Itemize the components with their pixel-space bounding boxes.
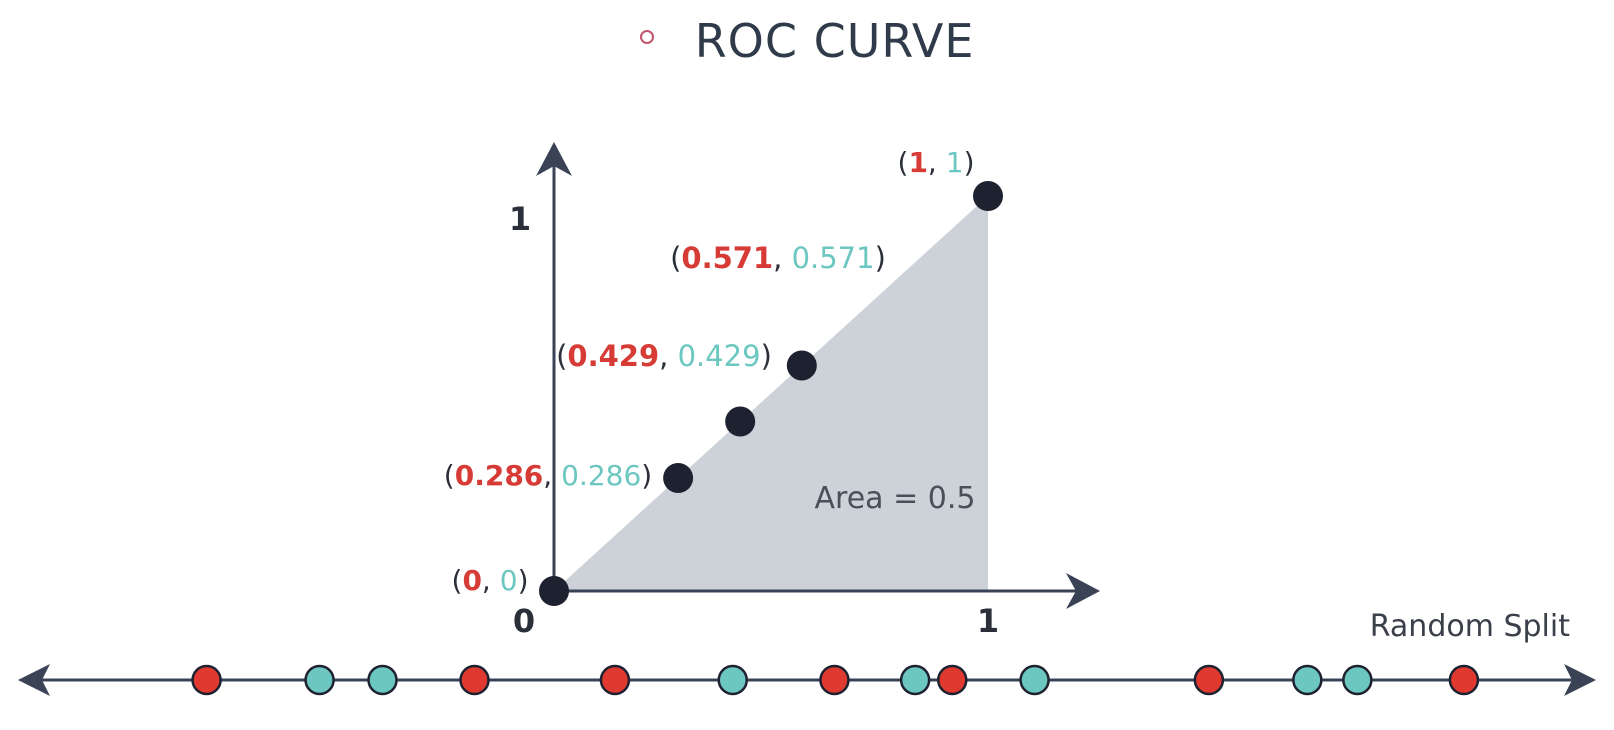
y-tick-label: 1: [509, 200, 531, 238]
fpr-value: 0.286: [455, 459, 544, 492]
left-arrowhead: [18, 664, 50, 696]
roc-point: [786, 350, 817, 381]
red-point: [459, 664, 490, 696]
paren: (: [670, 241, 681, 275]
point-label: (0, 0): [452, 564, 529, 597]
teal-point: [717, 664, 749, 696]
teal-point: [899, 664, 931, 696]
roc-point: [973, 181, 1003, 211]
paren: (: [444, 459, 455, 492]
tpr-value: 0.286: [561, 459, 641, 492]
red-point: [1193, 664, 1225, 696]
axes: 0 11: [509, 142, 1100, 640]
bullet-icon: [639, 30, 654, 44]
points-layer: [539, 181, 1003, 606]
teal-point: [367, 664, 398, 696]
right-arrowhead: [1564, 664, 1596, 696]
x-tick-label: 1: [977, 602, 999, 640]
fpr-value: 0.429: [567, 339, 659, 373]
fpr-value: 0: [462, 564, 481, 597]
separator: ,: [928, 146, 946, 179]
paren: (: [556, 339, 567, 373]
separator: ,: [773, 241, 791, 275]
fpr-value: 0.571: [681, 241, 773, 275]
point-label: (0.429, 0.429): [556, 339, 772, 373]
paren: (: [898, 146, 909, 179]
random-split-line: Random Split: [18, 609, 1596, 696]
area-under-curve: [554, 196, 988, 591]
paren: (: [452, 564, 463, 597]
point-label: (1, 1): [898, 146, 975, 179]
teal-point: [1292, 664, 1323, 696]
paren: ): [641, 459, 652, 492]
roc-point: [539, 576, 569, 606]
fpr-value: 1: [908, 146, 927, 179]
chart-title: ROC CURVE: [694, 14, 975, 68]
separator: ,: [482, 564, 500, 597]
teal-point: [1019, 664, 1050, 696]
separator: ,: [659, 339, 677, 373]
paren: ): [875, 241, 886, 275]
teal-point: [1342, 664, 1373, 696]
red-point: [191, 664, 222, 696]
paren: ): [518, 564, 529, 597]
red-point: [599, 664, 631, 696]
paren: ): [761, 339, 772, 373]
separator: ,: [543, 459, 561, 492]
paren: ): [964, 146, 975, 179]
red-point: [819, 664, 850, 696]
x-axis-arrowhead: [1066, 573, 1100, 609]
roc-point: [663, 463, 694, 494]
x-tick-label: 0: [513, 602, 535, 640]
random-split-label: Random Split: [1370, 609, 1570, 644]
y-axis-arrowhead: [536, 142, 572, 176]
title-area: ROC CURVE: [0, 14, 1614, 68]
teal-point: [304, 664, 335, 696]
tpr-value: 0: [500, 564, 518, 597]
point-label: (0.286, 0.286): [444, 459, 652, 492]
tpr-value: 0.429: [678, 339, 761, 373]
tpr-value: 0.571: [792, 241, 875, 275]
point-labels: (0, 0)(0.286, 0.286)(0.429, 0.429)(0.571…: [444, 146, 975, 597]
red-point: [1448, 664, 1480, 696]
point-label: (0.571, 0.571): [670, 241, 886, 275]
roc-point: [725, 406, 756, 437]
red-point: [937, 664, 968, 696]
area-label: Area = 0.5: [815, 481, 976, 516]
tpr-value: 1: [946, 146, 964, 179]
area-layer: Area = 0.5: [554, 196, 988, 591]
